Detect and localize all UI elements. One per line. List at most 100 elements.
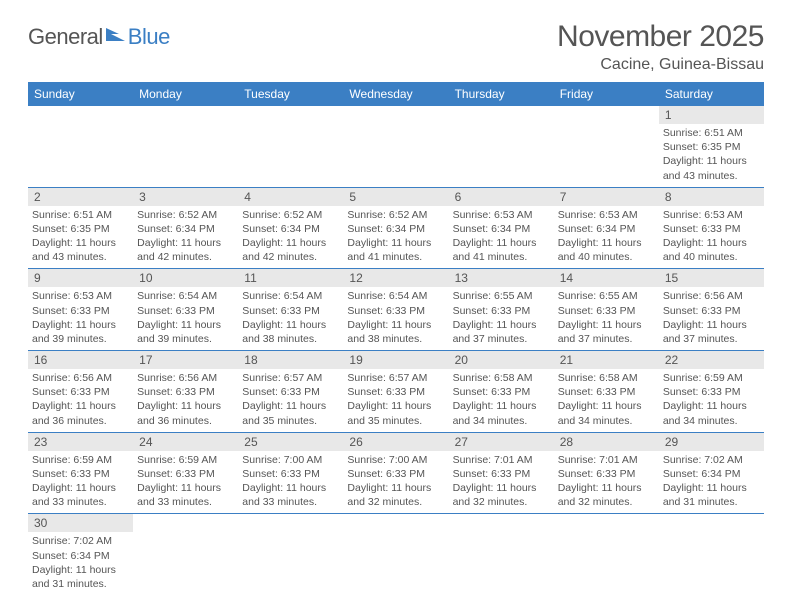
calendar-row: 1Sunrise: 6:51 AMSunset: 6:35 PMDaylight…: [28, 106, 764, 187]
day-number: 6: [449, 188, 554, 206]
day-number: 2: [28, 188, 133, 206]
day-detail: Sunrise: 6:59 AMSunset: 6:33 PMDaylight:…: [28, 451, 133, 514]
calendar-cell: 10Sunrise: 6:54 AMSunset: 6:33 PMDayligh…: [133, 269, 238, 351]
calendar-cell: 11Sunrise: 6:54 AMSunset: 6:33 PMDayligh…: [238, 269, 343, 351]
day-number: 30: [28, 514, 133, 532]
calendar-cell: 16Sunrise: 6:56 AMSunset: 6:33 PMDayligh…: [28, 351, 133, 433]
day-detail: Sunrise: 6:57 AMSunset: 6:33 PMDaylight:…: [343, 369, 448, 432]
calendar-cell: 12Sunrise: 6:54 AMSunset: 6:33 PMDayligh…: [343, 269, 448, 351]
day-detail: Sunrise: 6:57 AMSunset: 6:33 PMDaylight:…: [238, 369, 343, 432]
dayname-thursday: Thursday: [449, 82, 554, 106]
day-number: 29: [659, 433, 764, 451]
calendar-cell: 30Sunrise: 7:02 AMSunset: 6:34 PMDayligh…: [28, 514, 133, 595]
calendar-body: 1Sunrise: 6:51 AMSunset: 6:35 PMDaylight…: [28, 106, 764, 595]
calendar-row: 2Sunrise: 6:51 AMSunset: 6:35 PMDaylight…: [28, 187, 764, 269]
calendar-cell-empty: [28, 106, 133, 187]
day-detail: Sunrise: 6:55 AMSunset: 6:33 PMDaylight:…: [554, 287, 659, 350]
day-detail: Sunrise: 7:01 AMSunset: 6:33 PMDaylight:…: [554, 451, 659, 514]
calendar-cell: 17Sunrise: 6:56 AMSunset: 6:33 PMDayligh…: [133, 351, 238, 433]
calendar-row: 16Sunrise: 6:56 AMSunset: 6:33 PMDayligh…: [28, 351, 764, 433]
calendar-cell: 4Sunrise: 6:52 AMSunset: 6:34 PMDaylight…: [238, 187, 343, 269]
calendar-cell: 15Sunrise: 6:56 AMSunset: 6:33 PMDayligh…: [659, 269, 764, 351]
calendar-cell-empty: [449, 106, 554, 187]
calendar-head: SundayMondayTuesdayWednesdayThursdayFrid…: [28, 82, 764, 106]
dayname-monday: Monday: [133, 82, 238, 106]
day-detail: Sunrise: 6:56 AMSunset: 6:33 PMDaylight:…: [28, 369, 133, 432]
day-detail: Sunrise: 6:53 AMSunset: 6:34 PMDaylight:…: [554, 206, 659, 269]
calendar-cell-empty: [343, 106, 448, 187]
day-number: 21: [554, 351, 659, 369]
day-number: 11: [238, 269, 343, 287]
day-number: 20: [449, 351, 554, 369]
day-number: 13: [449, 269, 554, 287]
location: Cacine, Guinea-Bissau: [557, 56, 764, 74]
dayname-sunday: Sunday: [28, 82, 133, 106]
calendar-cell: 1Sunrise: 6:51 AMSunset: 6:35 PMDaylight…: [659, 106, 764, 187]
day-number: 27: [449, 433, 554, 451]
day-number: 1: [659, 106, 764, 124]
day-detail: Sunrise: 6:53 AMSunset: 6:33 PMDaylight:…: [28, 287, 133, 350]
calendar-cell: 23Sunrise: 6:59 AMSunset: 6:33 PMDayligh…: [28, 432, 133, 514]
day-detail: Sunrise: 6:58 AMSunset: 6:33 PMDaylight:…: [449, 369, 554, 432]
day-detail: Sunrise: 6:51 AMSunset: 6:35 PMDaylight:…: [659, 124, 764, 187]
day-detail: Sunrise: 6:54 AMSunset: 6:33 PMDaylight:…: [238, 287, 343, 350]
day-number: 7: [554, 188, 659, 206]
flag-icon: [105, 26, 127, 49]
calendar-cell-empty: [238, 106, 343, 187]
day-detail: Sunrise: 6:52 AMSunset: 6:34 PMDaylight:…: [238, 206, 343, 269]
calendar-cell-empty: [238, 514, 343, 595]
calendar-cell: 26Sunrise: 7:00 AMSunset: 6:33 PMDayligh…: [343, 432, 448, 514]
title-block: November 2025 Cacine, Guinea-Bissau: [557, 20, 764, 74]
day-number: 26: [343, 433, 448, 451]
calendar-cell: 29Sunrise: 7:02 AMSunset: 6:34 PMDayligh…: [659, 432, 764, 514]
day-detail: Sunrise: 6:54 AMSunset: 6:33 PMDaylight:…: [343, 287, 448, 350]
day-detail: Sunrise: 6:58 AMSunset: 6:33 PMDaylight:…: [554, 369, 659, 432]
logo-text-blue: Blue: [128, 24, 170, 50]
day-detail: Sunrise: 6:59 AMSunset: 6:33 PMDaylight:…: [133, 451, 238, 514]
calendar-cell: 27Sunrise: 7:01 AMSunset: 6:33 PMDayligh…: [449, 432, 554, 514]
dayname-tuesday: Tuesday: [238, 82, 343, 106]
calendar-cell-empty: [554, 514, 659, 595]
day-detail: Sunrise: 6:53 AMSunset: 6:33 PMDaylight:…: [659, 206, 764, 269]
day-number: 28: [554, 433, 659, 451]
calendar-cell-empty: [449, 514, 554, 595]
calendar-cell: 28Sunrise: 7:01 AMSunset: 6:33 PMDayligh…: [554, 432, 659, 514]
day-detail: Sunrise: 6:59 AMSunset: 6:33 PMDaylight:…: [659, 369, 764, 432]
day-detail: Sunrise: 6:51 AMSunset: 6:35 PMDaylight:…: [28, 206, 133, 269]
day-detail: Sunrise: 6:55 AMSunset: 6:33 PMDaylight:…: [449, 287, 554, 350]
calendar-cell: 2Sunrise: 6:51 AMSunset: 6:35 PMDaylight…: [28, 187, 133, 269]
day-detail: Sunrise: 7:01 AMSunset: 6:33 PMDaylight:…: [449, 451, 554, 514]
calendar-cell: 18Sunrise: 6:57 AMSunset: 6:33 PMDayligh…: [238, 351, 343, 433]
calendar-cell: 13Sunrise: 6:55 AMSunset: 6:33 PMDayligh…: [449, 269, 554, 351]
day-number: 8: [659, 188, 764, 206]
header: General Blue November 2025 Cacine, Guine…: [28, 20, 764, 74]
calendar-cell: 5Sunrise: 6:52 AMSunset: 6:34 PMDaylight…: [343, 187, 448, 269]
day-number: 17: [133, 351, 238, 369]
day-number: 23: [28, 433, 133, 451]
day-detail: Sunrise: 6:56 AMSunset: 6:33 PMDaylight:…: [659, 287, 764, 350]
calendar-cell: 19Sunrise: 6:57 AMSunset: 6:33 PMDayligh…: [343, 351, 448, 433]
day-number: 24: [133, 433, 238, 451]
day-number: 22: [659, 351, 764, 369]
day-number: 5: [343, 188, 448, 206]
calendar-cell-empty: [343, 514, 448, 595]
calendar-cell: 25Sunrise: 7:00 AMSunset: 6:33 PMDayligh…: [238, 432, 343, 514]
day-number: 18: [238, 351, 343, 369]
calendar-cell-empty: [554, 106, 659, 187]
calendar-cell: 7Sunrise: 6:53 AMSunset: 6:34 PMDaylight…: [554, 187, 659, 269]
day-detail: Sunrise: 7:02 AMSunset: 6:34 PMDaylight:…: [28, 532, 133, 595]
calendar-cell: 20Sunrise: 6:58 AMSunset: 6:33 PMDayligh…: [449, 351, 554, 433]
calendar-cell: 21Sunrise: 6:58 AMSunset: 6:33 PMDayligh…: [554, 351, 659, 433]
month-title: November 2025: [557, 20, 764, 54]
dayname-friday: Friday: [554, 82, 659, 106]
calendar-cell: 6Sunrise: 6:53 AMSunset: 6:34 PMDaylight…: [449, 187, 554, 269]
day-detail: Sunrise: 7:00 AMSunset: 6:33 PMDaylight:…: [238, 451, 343, 514]
day-detail: Sunrise: 6:53 AMSunset: 6:34 PMDaylight:…: [449, 206, 554, 269]
day-number: 9: [28, 269, 133, 287]
dayname-wednesday: Wednesday: [343, 82, 448, 106]
day-number: 3: [133, 188, 238, 206]
calendar-cell-empty: [133, 514, 238, 595]
day-number: 10: [133, 269, 238, 287]
calendar-cell-empty: [659, 514, 764, 595]
calendar-cell-empty: [133, 106, 238, 187]
